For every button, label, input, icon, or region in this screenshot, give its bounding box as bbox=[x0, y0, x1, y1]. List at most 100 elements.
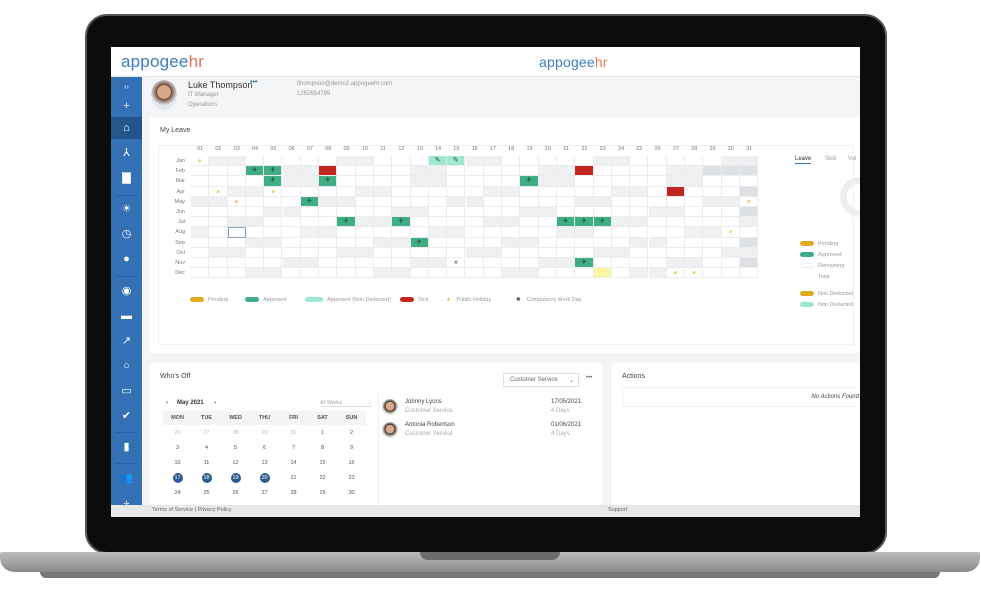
profile-more-button[interactable]: ••• bbox=[250, 79, 258, 86]
calendar-day[interactable]: 23 bbox=[337, 470, 366, 485]
day-cell[interactable] bbox=[630, 156, 649, 167]
day-cell[interactable] bbox=[520, 258, 539, 269]
day-cell[interactable] bbox=[703, 268, 722, 279]
day-cell[interactable] bbox=[611, 247, 631, 258]
day-cell[interactable] bbox=[502, 268, 521, 279]
day-cell[interactable] bbox=[465, 156, 484, 167]
day-cell[interactable] bbox=[300, 237, 320, 248]
day-cell[interactable] bbox=[611, 268, 631, 279]
day-cell[interactable] bbox=[191, 186, 210, 197]
day-cell[interactable] bbox=[282, 268, 301, 279]
calendar-day[interactable]: 22 bbox=[308, 470, 337, 485]
day-cell[interactable] bbox=[648, 247, 667, 258]
day-cell[interactable] bbox=[538, 247, 557, 258]
day-cell[interactable] bbox=[191, 227, 210, 238]
day-cell[interactable] bbox=[575, 156, 594, 167]
day-cell[interactable] bbox=[245, 227, 265, 238]
calendar-day[interactable]: 27 bbox=[192, 425, 221, 440]
day-cell[interactable] bbox=[465, 237, 484, 248]
day-cell[interactable] bbox=[300, 227, 320, 238]
day-cell[interactable] bbox=[703, 207, 722, 218]
public-holiday-cell[interactable]: ■ bbox=[685, 268, 704, 279]
day-cell[interactable] bbox=[538, 227, 557, 238]
day-cell[interactable] bbox=[703, 186, 722, 197]
day-cell[interactable] bbox=[630, 227, 649, 238]
day-cell[interactable] bbox=[593, 258, 612, 269]
day-cell[interactable] bbox=[355, 196, 374, 207]
day-cell[interactable] bbox=[447, 268, 466, 279]
calendar-day[interactable]: 11 bbox=[192, 455, 221, 470]
day-cell[interactable] bbox=[447, 217, 466, 228]
public-holiday-cell[interactable]: ■ bbox=[666, 268, 686, 279]
day-cell[interactable] bbox=[483, 156, 503, 167]
calendar-day[interactable]: 14 bbox=[279, 455, 308, 470]
day-cell[interactable] bbox=[410, 176, 429, 187]
day-cell[interactable] bbox=[575, 176, 594, 187]
day-cell[interactable] bbox=[392, 166, 411, 177]
day-cell[interactable] bbox=[245, 207, 265, 218]
day-cell[interactable] bbox=[630, 268, 649, 279]
sick-leave-cell[interactable] bbox=[666, 186, 686, 197]
day-cell[interactable] bbox=[740, 258, 759, 269]
day-cell[interactable] bbox=[245, 217, 265, 228]
day-cell[interactable] bbox=[209, 156, 228, 167]
day-cell[interactable] bbox=[374, 217, 393, 228]
next-month-button[interactable]: › bbox=[214, 400, 216, 406]
calendar-day[interactable]: 10 bbox=[163, 455, 192, 470]
day-cell[interactable] bbox=[502, 176, 521, 187]
day-cell[interactable] bbox=[630, 186, 649, 197]
day-cell[interactable] bbox=[538, 186, 557, 197]
sidebar-item-bar-chart[interactable]: ▮ bbox=[111, 436, 142, 458]
day-cell[interactable] bbox=[264, 247, 283, 258]
day-cell[interactable] bbox=[593, 166, 612, 177]
logo[interactable]: appogeehr bbox=[121, 52, 204, 72]
day-cell[interactable] bbox=[392, 227, 411, 238]
day-cell[interactable] bbox=[337, 268, 356, 279]
day-cell[interactable] bbox=[392, 247, 411, 258]
day-cell[interactable] bbox=[740, 186, 759, 197]
calendar-day[interactable]: 21 bbox=[279, 470, 308, 485]
day-cell[interactable] bbox=[264, 227, 283, 238]
day-cell[interactable] bbox=[428, 237, 448, 248]
day-cell[interactable] bbox=[191, 258, 210, 269]
day-cell[interactable] bbox=[245, 247, 265, 258]
day-cell[interactable] bbox=[447, 227, 466, 238]
calendar-day[interactable]: 30 bbox=[279, 425, 308, 440]
sidebar-item-check-circle[interactable]: ✔ bbox=[111, 405, 142, 427]
day-cell[interactable] bbox=[593, 227, 612, 238]
day-cell[interactable] bbox=[245, 156, 265, 167]
person-avatar[interactable] bbox=[382, 422, 398, 438]
day-cell[interactable] bbox=[245, 186, 265, 197]
day-cell[interactable] bbox=[465, 196, 484, 207]
calendar-day[interactable]: 18 bbox=[192, 470, 221, 485]
day-cell[interactable] bbox=[538, 258, 557, 269]
day-cell[interactable] bbox=[721, 156, 740, 167]
day-cell[interactable] bbox=[630, 258, 649, 269]
day-cell[interactable] bbox=[227, 186, 246, 197]
day-cell[interactable] bbox=[630, 166, 649, 177]
day-cell[interactable] bbox=[227, 156, 246, 167]
day-cell[interactable] bbox=[685, 227, 704, 238]
sidebar-item-document[interactable]: ▇ bbox=[111, 167, 142, 189]
day-cell[interactable] bbox=[593, 207, 612, 218]
day-cell[interactable] bbox=[355, 247, 374, 258]
approved-leave-cell[interactable]: ✈ bbox=[264, 176, 283, 187]
day-cell[interactable] bbox=[740, 268, 759, 279]
profile-name[interactable]: Luke Thompson bbox=[188, 80, 253, 90]
approved-leave-cell[interactable]: ✈ bbox=[264, 166, 283, 177]
day-cell[interactable] bbox=[721, 166, 740, 177]
day-cell[interactable] bbox=[227, 268, 246, 279]
day-cell[interactable] bbox=[557, 247, 576, 258]
day-cell[interactable] bbox=[648, 196, 667, 207]
day-cell[interactable] bbox=[319, 258, 338, 269]
footer-links[interactable]: Terms of Service | Privacy Policy bbox=[152, 507, 232, 513]
day-cell[interactable] bbox=[557, 237, 576, 248]
day-cell[interactable] bbox=[319, 227, 338, 238]
day-cell[interactable] bbox=[355, 217, 374, 228]
day-cell[interactable] bbox=[319, 156, 338, 167]
day-cell[interactable] bbox=[483, 237, 503, 248]
day-cell[interactable] bbox=[740, 227, 759, 238]
approved-leave-cell[interactable]: ✈ bbox=[593, 217, 612, 228]
day-cell[interactable] bbox=[685, 247, 704, 258]
day-cell[interactable] bbox=[648, 217, 667, 228]
